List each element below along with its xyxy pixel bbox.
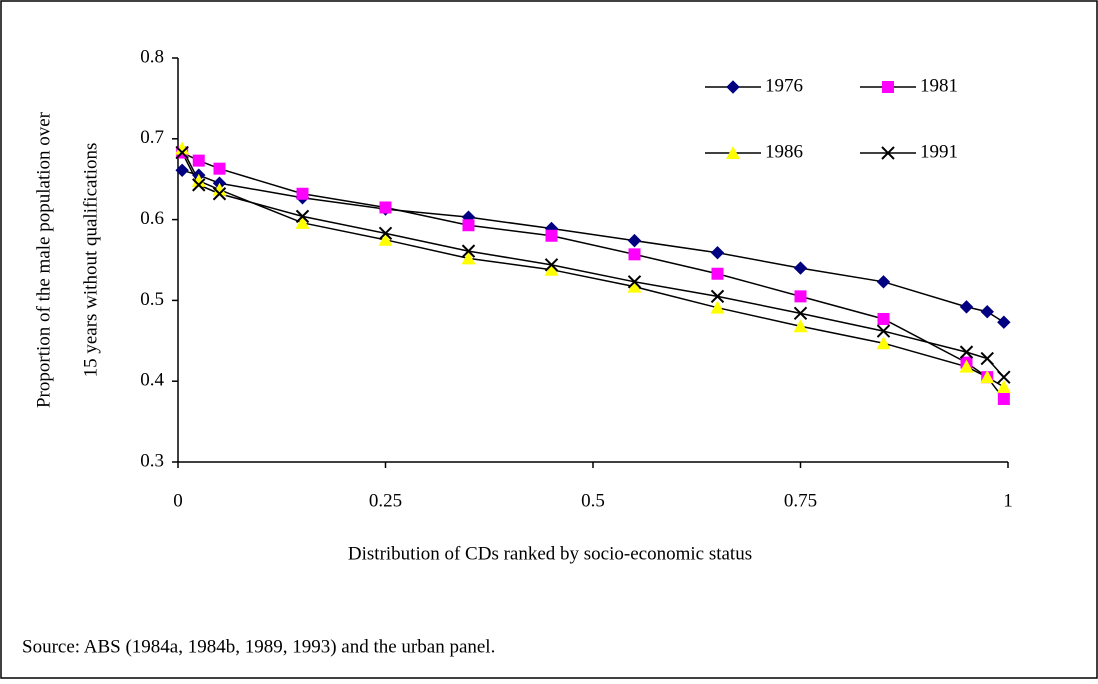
- marker: [711, 267, 724, 280]
- marker: [191, 173, 206, 187]
- legend-marker: [726, 80, 740, 94]
- marker: [877, 312, 890, 325]
- marker: [378, 226, 393, 241]
- marker: [627, 275, 642, 289]
- marker: [997, 315, 1011, 329]
- marker: [876, 336, 891, 350]
- marker: [175, 145, 189, 160]
- marker: [997, 392, 1010, 405]
- y-tick-label: 0.7: [140, 127, 164, 148]
- marker: [213, 162, 226, 175]
- marker: [710, 246, 725, 260]
- y-axis-title-line: 15 years without qualifications: [80, 143, 101, 378]
- legend-label: 1991: [920, 141, 958, 162]
- y-tick-label: 0.3: [140, 450, 164, 471]
- marker: [295, 215, 310, 229]
- marker: [544, 258, 559, 272]
- marker: [793, 319, 808, 333]
- series-line: [181, 152, 1005, 378]
- y-axis-title: Proportion of the male population over 1…: [33, 111, 101, 408]
- legend-label: 1981: [920, 75, 958, 96]
- marker: [980, 305, 994, 319]
- marker: [192, 178, 206, 192]
- marker: [175, 163, 189, 178]
- y-tick-label: 0.5: [140, 289, 164, 310]
- marker: [192, 154, 205, 167]
- legend-marker: [882, 81, 894, 93]
- legend-marker: [726, 146, 740, 159]
- marker: [710, 300, 725, 314]
- legend-label: 1986: [765, 141, 803, 162]
- marker: [175, 141, 190, 155]
- marker: [959, 359, 974, 373]
- series-line: [181, 148, 1005, 388]
- legend-marker: [881, 146, 895, 160]
- marker: [212, 182, 227, 196]
- y-axis-title-line: Proportion of the male population over: [33, 111, 54, 408]
- x-tick-label: 0.75: [784, 490, 817, 511]
- marker: [461, 251, 476, 265]
- marker: [876, 275, 891, 289]
- x-tick-label: 0.5: [581, 490, 605, 511]
- x-tick-label: 0: [173, 490, 183, 511]
- marker: [627, 233, 642, 248]
- marker: [793, 261, 808, 275]
- marker: [996, 379, 1011, 393]
- series-line: [181, 169, 1005, 323]
- marker: [544, 262, 559, 276]
- marker: [997, 370, 1011, 384]
- marker: [462, 219, 475, 232]
- x-tick-label: 0.25: [369, 490, 402, 511]
- x-tick-label: 1: [1003, 490, 1013, 511]
- marker: [980, 351, 994, 366]
- x-axis-title: Distribution of CDs ranked by socio-econ…: [348, 543, 752, 564]
- marker: [793, 306, 808, 321]
- series-line: [181, 151, 1005, 400]
- marker: [545, 229, 558, 242]
- y-tick-label: 0.4: [140, 370, 164, 391]
- marker: [710, 289, 725, 304]
- marker: [379, 201, 392, 214]
- y-tick-label: 0.6: [140, 208, 164, 229]
- legend-label: 1976: [765, 75, 803, 96]
- marker: [461, 244, 476, 258]
- marker: [627, 279, 642, 293]
- marker: [378, 232, 393, 246]
- source-note: Source: ABS (1984a, 1984b, 1989, 1993) a…: [22, 636, 495, 657]
- marker: [876, 324, 891, 338]
- marker: [296, 187, 309, 200]
- marker: [959, 345, 974, 359]
- marker: [980, 370, 995, 384]
- y-tick-label: 0.8: [140, 46, 164, 67]
- marker: [628, 248, 641, 261]
- marker: [295, 209, 310, 224]
- marker: [794, 290, 807, 303]
- marker: [212, 187, 227, 201]
- marker: [959, 300, 974, 314]
